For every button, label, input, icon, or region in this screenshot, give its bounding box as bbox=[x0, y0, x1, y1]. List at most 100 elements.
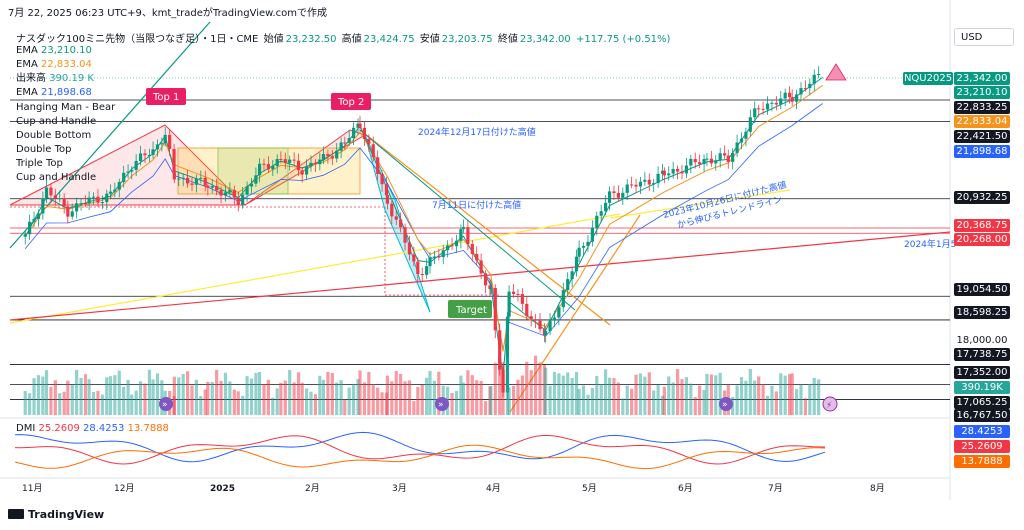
close-value: 23,342.00 bbox=[519, 34, 571, 45]
candle-body bbox=[384, 184, 389, 196]
candle-body bbox=[475, 253, 479, 261]
candle-body bbox=[437, 256, 441, 258]
candle-body bbox=[326, 154, 330, 157]
indicator-ema-mid[interactable]: EMA 22,833.04 bbox=[16, 58, 92, 72]
volume-bar bbox=[461, 382, 466, 415]
volume-bar bbox=[794, 389, 799, 415]
candle-body bbox=[245, 186, 249, 195]
price-scale-label: 19,054.50 bbox=[954, 283, 1010, 296]
candle-body bbox=[168, 134, 172, 149]
hanging-man-marker-icon bbox=[825, 63, 847, 81]
x-axis-label: 11月 bbox=[22, 483, 42, 494]
volume-bar bbox=[625, 385, 629, 415]
candle-body bbox=[28, 221, 32, 235]
price-scale-label: 23,342.00 bbox=[954, 72, 1010, 85]
candle-body bbox=[62, 198, 66, 207]
dmi-legend[interactable]: DMI 25.2609 28.4253 13.7888 bbox=[16, 423, 169, 434]
volume-bar bbox=[143, 383, 147, 415]
candle-body bbox=[210, 186, 214, 188]
candle-body bbox=[100, 202, 104, 204]
volume-bar bbox=[352, 383, 356, 415]
volume-bar bbox=[343, 399, 347, 415]
replay-marker-icon bbox=[435, 397, 449, 411]
candle-body bbox=[595, 215, 599, 228]
volume-bar bbox=[779, 373, 783, 415]
candle-body bbox=[83, 203, 88, 205]
currency-button[interactable]: USD bbox=[954, 28, 1014, 46]
ema-mid-line bbox=[24, 84, 823, 352]
lightning-marker-icon bbox=[822, 396, 838, 412]
tradingview-brand[interactable]: TradingView bbox=[8, 508, 104, 521]
volume-bar bbox=[313, 394, 318, 415]
price-scale-label: 20,268.00 bbox=[954, 233, 1010, 246]
volume-bar bbox=[790, 373, 794, 415]
indicator-ema-fast[interactable]: EMA 23,210.10 bbox=[16, 44, 92, 58]
pattern-label[interactable]: Hanging Man - Bear bbox=[16, 102, 116, 113]
candle-body bbox=[748, 117, 752, 132]
candle-body bbox=[236, 197, 240, 205]
volume-bar bbox=[761, 384, 765, 415]
top1-label: Top 1 bbox=[152, 92, 179, 103]
candle-body bbox=[757, 108, 761, 110]
candle-body bbox=[534, 319, 538, 321]
candle-body bbox=[309, 162, 313, 167]
candle-body bbox=[199, 177, 203, 179]
candle-body bbox=[130, 169, 134, 172]
candle-body bbox=[689, 158, 693, 166]
volume-bar bbox=[91, 391, 96, 415]
volume-bar bbox=[66, 380, 70, 415]
candle-body bbox=[604, 202, 608, 212]
volume-bar bbox=[100, 394, 104, 415]
candle-body bbox=[223, 192, 228, 196]
indicator-ema-slow[interactable]: EMA 21,898.68 bbox=[16, 86, 92, 100]
volume-bar bbox=[689, 383, 693, 415]
volume-bar bbox=[425, 377, 429, 415]
volume-bar bbox=[326, 371, 330, 415]
candle-body bbox=[454, 240, 459, 247]
volume-bar bbox=[586, 394, 590, 415]
volume-bar bbox=[498, 357, 502, 415]
volume-bar bbox=[744, 380, 748, 415]
candle-body bbox=[428, 257, 432, 267]
price-scale-label: 18,598.25 bbox=[954, 306, 1010, 319]
candle-body bbox=[616, 193, 620, 198]
volume-bar bbox=[574, 371, 579, 415]
volume-bar bbox=[652, 390, 656, 415]
candle-body bbox=[446, 245, 450, 251]
candle-body bbox=[66, 206, 70, 217]
candle-body bbox=[779, 98, 783, 105]
pattern-label[interactable]: Double Bottom bbox=[16, 130, 92, 141]
price-scale-label: 21,898.68 bbox=[954, 145, 1010, 158]
ema-fast-line bbox=[24, 76, 823, 377]
dmi-adx: 13.7888 bbox=[127, 423, 169, 434]
volume-bar bbox=[803, 398, 808, 415]
trendline-yellow-2 bbox=[609, 189, 791, 219]
volume-bar bbox=[466, 370, 470, 415]
volume-bar bbox=[36, 375, 41, 415]
price-scale-label: 17,738.75 bbox=[954, 348, 1010, 361]
pattern-label[interactable]: Cup and Handle bbox=[16, 116, 97, 127]
candle-body bbox=[147, 154, 151, 156]
dmi-scale-label: 13.7888 bbox=[954, 455, 1010, 468]
pattern-label[interactable]: Triple Top bbox=[16, 158, 63, 169]
volume-bar bbox=[371, 384, 375, 415]
replay-marker-icon bbox=[159, 397, 173, 411]
candle-body bbox=[257, 163, 262, 176]
volume-bar bbox=[684, 377, 689, 415]
candle-body bbox=[32, 218, 36, 222]
volume-bar bbox=[612, 378, 616, 415]
candle-body bbox=[292, 159, 296, 161]
candle-body bbox=[185, 177, 190, 184]
candle-body bbox=[160, 143, 164, 145]
pattern-label[interactable]: Cup and Handle bbox=[16, 172, 97, 183]
candle-body bbox=[574, 256, 579, 272]
price-scale-label: 17,065.25 bbox=[954, 396, 1010, 409]
candle-body bbox=[599, 211, 603, 216]
volume-bar bbox=[262, 383, 266, 415]
indicator-volume[interactable]: 出来高 390.19 K bbox=[16, 72, 94, 86]
pattern-label[interactable]: Double Top bbox=[16, 144, 72, 155]
symbol-name[interactable]: ナスダック100ミニ先物（当限つなぎ足）・1日・CME bbox=[16, 34, 259, 45]
candle-body bbox=[358, 123, 362, 128]
